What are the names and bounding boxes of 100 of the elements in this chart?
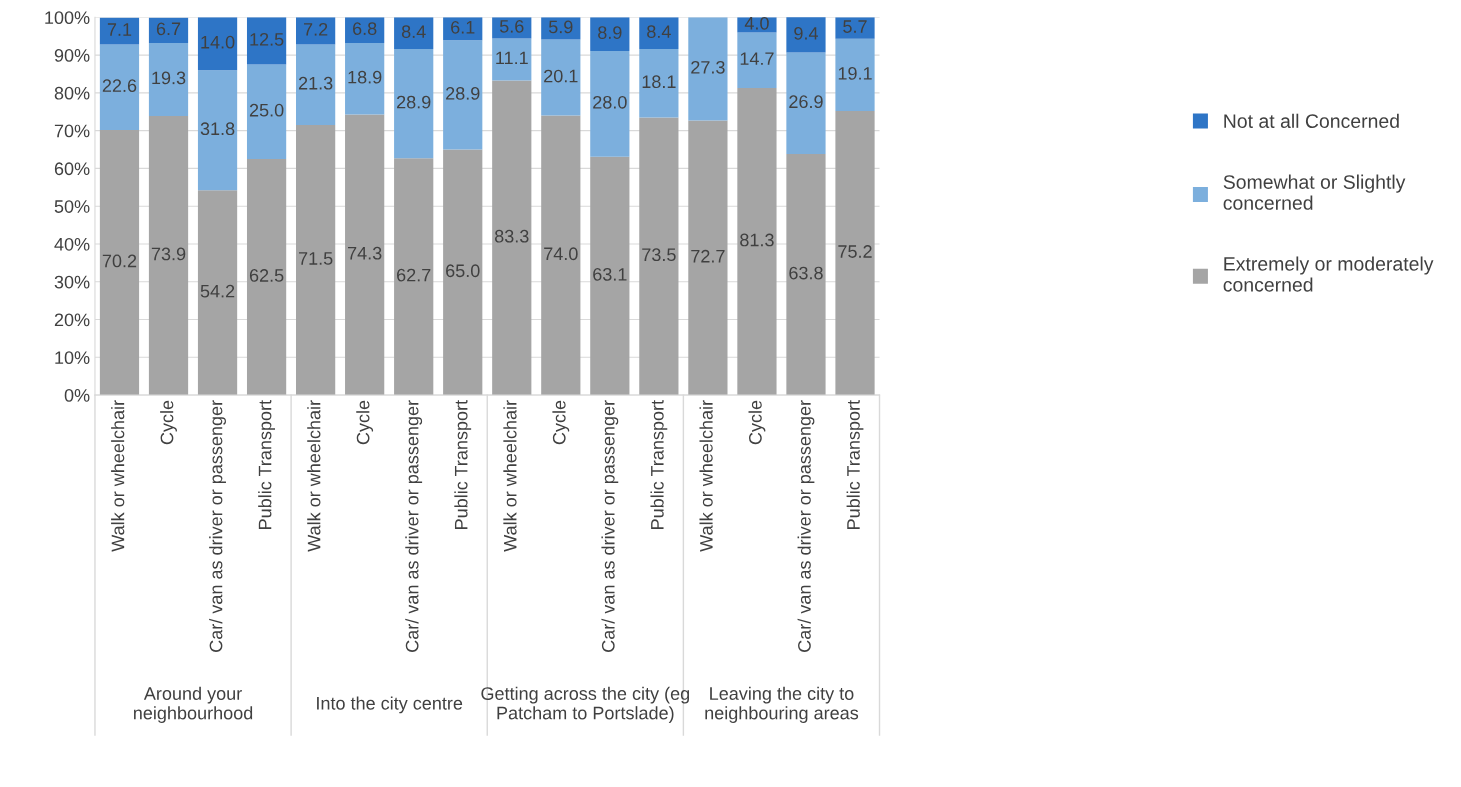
data-label: 62.5 — [249, 269, 284, 282]
y-tick-label: 40% — [54, 237, 90, 251]
bar — [590, 17, 630, 51]
bar — [246, 17, 287, 65]
bar — [835, 17, 875, 39]
bar — [345, 114, 385, 396]
bar — [296, 44, 336, 125]
y-tick-label: 0% — [64, 389, 90, 402]
data-label: 21.3 — [298, 76, 333, 90]
bar — [197, 190, 238, 396]
bar — [148, 115, 189, 396]
bar — [394, 158, 434, 396]
bar — [835, 38, 875, 111]
data-label: 22.6 — [102, 79, 137, 93]
x-tick-label: Cycle — [356, 400, 374, 445]
bar — [345, 43, 385, 115]
bar — [688, 17, 728, 121]
data-label: 9.4 — [794, 26, 818, 40]
x-tick-label: Public Transport — [454, 400, 472, 529]
data-label: 25.0 — [249, 103, 284, 117]
bar — [246, 158, 287, 396]
data-label: 14.7 — [740, 52, 774, 65]
x-tick-label: Car/ van as driver or passenger — [601, 400, 619, 652]
bar — [639, 117, 679, 396]
y-tick-label: 30% — [54, 275, 90, 289]
data-label: 5.6 — [499, 19, 524, 33]
text: Around your neighbourhood — [134, 686, 253, 723]
data-label: 4.0 — [744, 16, 769, 30]
data-label: 7.1 — [107, 23, 132, 36]
x-tick-label: Cycle — [552, 400, 570, 445]
bar — [590, 156, 630, 396]
x-tick-label: Walk or wheelchair — [699, 400, 713, 552]
data-label: 8.4 — [401, 25, 426, 39]
y-tick-label: 10% — [55, 351, 90, 365]
data-label: 11.1 — [496, 51, 528, 65]
x-tick-label: Car/ van as driver or passenger — [209, 400, 226, 652]
data-label: 74.3 — [348, 246, 382, 260]
bar — [148, 17, 189, 43]
data-label: 8.4 — [647, 25, 671, 39]
bar — [197, 70, 238, 191]
data-label: 6.7 — [156, 22, 181, 36]
data-label: 73.9 — [151, 247, 186, 261]
data-label: 71.5 — [298, 252, 333, 265]
bar — [443, 149, 483, 396]
data-label: 81.3 — [740, 233, 774, 247]
x-tick-label: Car/ van as driver or passenger — [405, 400, 423, 652]
x-tick-label: Public Transport — [650, 400, 668, 529]
data-label: 63.1 — [593, 267, 627, 281]
legend-label: Somewhat or Slightly concerned — [1223, 174, 1406, 210]
x-tick-label: Walk or wheelchair — [503, 400, 517, 552]
data-label: 8.9 — [598, 26, 622, 39]
x-tick-label: Car/ van as driver or passenger — [797, 400, 815, 652]
bar — [737, 32, 777, 88]
data-label: 26.9 — [789, 95, 823, 109]
data-label: 20.1 — [544, 69, 578, 83]
data-label: 83.3 — [494, 229, 529, 243]
y-tick-label: 70% — [54, 124, 90, 138]
bar — [492, 80, 532, 396]
legend-label: Extremely or moderately concerned — [1223, 256, 1434, 292]
data-label: 28.9 — [446, 87, 480, 100]
bar — [246, 64, 287, 159]
data-label: 62.7 — [397, 268, 431, 282]
data-label: 54.2 — [200, 284, 235, 298]
bar — [688, 120, 728, 396]
y-tick-label: 100% — [45, 11, 90, 25]
legend-label: Not at all Concerned — [1224, 113, 1399, 128]
data-label: 18.9 — [348, 70, 382, 84]
y-tick-label: 20% — [54, 313, 90, 327]
text: Leaving the city to neighbouring areas — [705, 686, 859, 723]
bar — [786, 17, 826, 53]
x-tick-label: Public Transport — [846, 400, 864, 529]
bar — [99, 129, 140, 396]
bar — [394, 49, 434, 159]
data-label: 19.1 — [838, 66, 872, 80]
bar — [639, 17, 679, 50]
bar — [492, 38, 532, 81]
bar — [786, 52, 826, 155]
bar — [590, 50, 630, 157]
data-label: 70.2 — [102, 254, 137, 268]
x-tick-label: Walk or wheelchair — [307, 400, 321, 552]
data-label: 14.0 — [201, 35, 235, 49]
text: Into the city centre — [317, 696, 463, 714]
bar — [148, 43, 189, 116]
y-tick-label: 50% — [54, 200, 90, 213]
data-label: 19.3 — [152, 71, 186, 85]
data-label: 31.8 — [200, 122, 235, 136]
data-label: 72.7 — [691, 249, 725, 263]
data-label: 27.3 — [691, 60, 725, 74]
data-label: 28.9 — [397, 95, 431, 109]
bar — [737, 87, 777, 396]
data-label: 5.9 — [548, 20, 573, 34]
data-label: 65.0 — [446, 264, 480, 278]
y-tick-label: 60% — [54, 162, 90, 176]
data-label: 7.2 — [304, 22, 328, 36]
data-label: 73.5 — [642, 248, 676, 262]
bar — [99, 17, 140, 45]
data-label: 75.2 — [838, 245, 872, 258]
x-tick-label: Public Transport — [258, 400, 275, 529]
bar — [541, 115, 581, 396]
data-label: 74.0 — [544, 247, 578, 261]
